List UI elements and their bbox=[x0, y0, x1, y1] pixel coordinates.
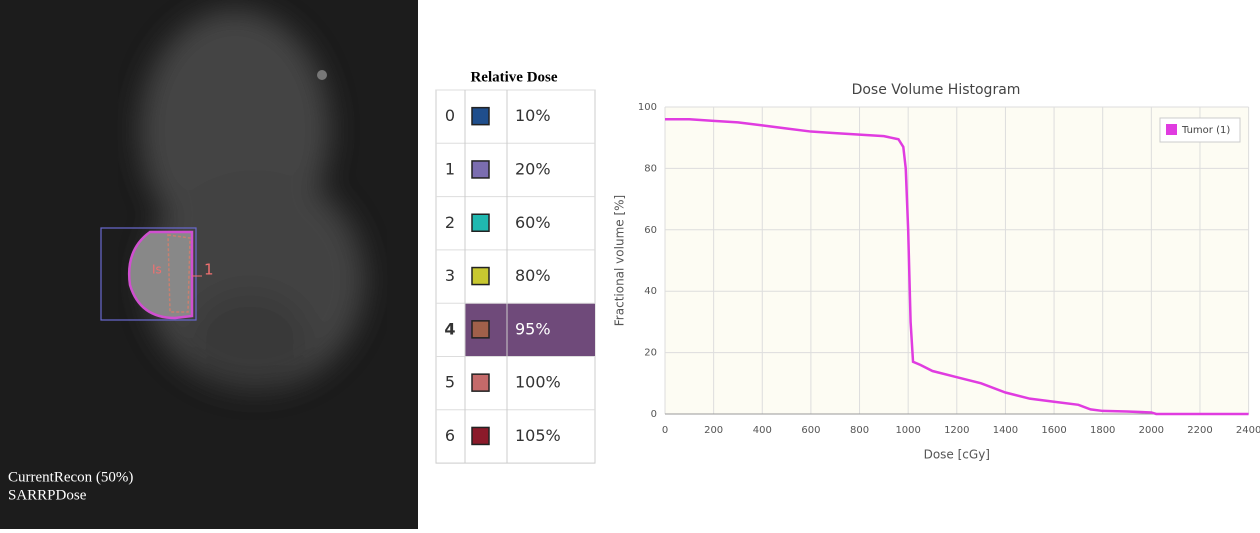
chart-title: Dose Volume Histogram bbox=[852, 82, 1021, 98]
x-tick-label: 800 bbox=[850, 425, 869, 436]
x-tick-label: 1400 bbox=[993, 425, 1018, 436]
x-tick-label: 1600 bbox=[1041, 425, 1066, 436]
y-tick-label: 80 bbox=[644, 163, 657, 174]
color-swatch bbox=[471, 426, 490, 446]
dose-label: 60% bbox=[515, 213, 551, 232]
dose-label: 95% bbox=[515, 319, 551, 338]
dose-label: 80% bbox=[515, 266, 551, 285]
dvh-line bbox=[665, 118, 1249, 416]
x-tick-label: 2200 bbox=[1187, 425, 1212, 436]
x-tick-label: 1800 bbox=[1090, 425, 1115, 436]
row-index: 5 bbox=[445, 373, 455, 392]
x-tick-label: 600 bbox=[801, 425, 820, 436]
row-index: 0 bbox=[445, 106, 455, 125]
color-swatch bbox=[471, 320, 490, 339]
table-border bbox=[435, 89, 596, 464]
dose-label: 105% bbox=[515, 426, 561, 445]
image-label: CurrentRecon (50%) bbox=[8, 469, 133, 485]
legend-box bbox=[1159, 117, 1241, 143]
color-swatch bbox=[471, 160, 490, 179]
x-tick-label: 1200 bbox=[944, 425, 969, 436]
row-index: 1 bbox=[445, 159, 455, 178]
x-tick-label: 200 bbox=[704, 425, 723, 436]
color-swatch bbox=[471, 373, 490, 392]
y-tick-label: 60 bbox=[644, 225, 657, 236]
scan-image bbox=[0, 0, 418, 529]
color-swatch bbox=[471, 213, 490, 232]
x-tick-label: 2000 bbox=[1139, 425, 1164, 436]
x-tick-label: 2400 bbox=[1236, 425, 1260, 436]
legend-label: Tumor (1) bbox=[1181, 125, 1230, 136]
x-tick-label: 400 bbox=[753, 425, 772, 436]
roi-label: Is bbox=[152, 263, 162, 277]
y-tick-label: 0 bbox=[651, 409, 657, 420]
row-index: 4 bbox=[444, 319, 455, 338]
y-tick-label: 20 bbox=[644, 348, 657, 359]
color-swatch bbox=[471, 106, 490, 126]
x-tick-label: 0 bbox=[662, 425, 668, 436]
image-label: SARRPDose bbox=[8, 487, 87, 503]
x-tick-label: 1000 bbox=[895, 425, 920, 436]
row-index: 3 bbox=[445, 266, 455, 285]
dose-label: 100% bbox=[515, 373, 561, 392]
y-axis-label: Fractional volume [%] bbox=[613, 195, 627, 326]
row-index: 2 bbox=[445, 213, 455, 232]
x-axis-label: Dose [cGy] bbox=[924, 448, 990, 462]
legend-swatch bbox=[1166, 124, 1177, 135]
row-index: 6 bbox=[445, 426, 455, 445]
roi-label: 1 bbox=[204, 261, 214, 279]
dose-label: 10% bbox=[515, 106, 551, 125]
y-tick-label: 100 bbox=[638, 102, 657, 113]
table-title: Relative Dose bbox=[470, 69, 557, 85]
color-swatch bbox=[471, 266, 490, 286]
y-tick-label: 40 bbox=[644, 286, 657, 297]
dose-label: 20% bbox=[515, 159, 551, 178]
